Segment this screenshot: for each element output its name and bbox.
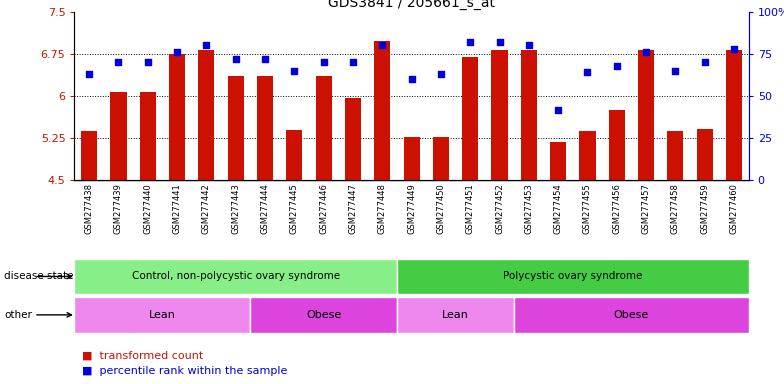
Bar bbox=[543, 180, 573, 182]
Bar bbox=[374, 41, 390, 180]
Bar bbox=[631, 180, 661, 182]
Bar bbox=[726, 50, 742, 180]
Bar bbox=[316, 76, 332, 180]
Bar bbox=[608, 110, 625, 180]
Bar bbox=[250, 297, 397, 333]
Point bbox=[405, 76, 418, 82]
Bar bbox=[169, 54, 185, 180]
Point bbox=[230, 56, 242, 62]
Point bbox=[112, 59, 125, 65]
Title: GDS3841 / 205661_s_at: GDS3841 / 205661_s_at bbox=[328, 0, 495, 10]
Point bbox=[670, 68, 682, 74]
Bar bbox=[368, 180, 397, 182]
Point bbox=[493, 39, 506, 45]
Point bbox=[200, 42, 212, 48]
Bar bbox=[602, 180, 631, 182]
Point bbox=[347, 59, 359, 65]
Bar bbox=[521, 50, 537, 180]
Bar bbox=[74, 259, 397, 294]
Bar bbox=[103, 180, 133, 182]
Bar bbox=[257, 76, 273, 180]
Bar bbox=[345, 98, 361, 180]
Bar bbox=[661, 180, 690, 182]
Text: ■  percentile rank within the sample: ■ percentile rank within the sample bbox=[82, 366, 288, 376]
Bar bbox=[221, 180, 250, 182]
Point bbox=[318, 59, 330, 65]
Point bbox=[464, 39, 477, 45]
Bar bbox=[550, 142, 566, 180]
Bar bbox=[456, 180, 485, 182]
Bar bbox=[514, 180, 543, 182]
Bar bbox=[462, 56, 478, 180]
Point bbox=[699, 59, 711, 65]
Text: other: other bbox=[4, 310, 32, 320]
Bar bbox=[397, 180, 426, 182]
Point bbox=[288, 68, 300, 74]
Bar bbox=[697, 129, 713, 180]
Point bbox=[581, 69, 593, 75]
Text: Polycystic ovary syndrome: Polycystic ovary syndrome bbox=[503, 271, 643, 281]
Point bbox=[376, 42, 389, 48]
Bar bbox=[74, 180, 103, 182]
Point bbox=[611, 63, 623, 69]
Bar bbox=[404, 137, 419, 180]
Bar bbox=[433, 137, 449, 180]
Bar bbox=[133, 180, 162, 182]
Point bbox=[523, 42, 535, 48]
Bar bbox=[667, 131, 684, 180]
Bar bbox=[492, 50, 507, 180]
Bar bbox=[573, 180, 602, 182]
Point bbox=[171, 49, 183, 55]
Bar bbox=[514, 297, 749, 333]
Bar bbox=[162, 180, 192, 182]
Point bbox=[640, 49, 652, 55]
Text: Control, non-polycystic ovary syndrome: Control, non-polycystic ovary syndrome bbox=[132, 271, 339, 281]
Bar bbox=[397, 259, 749, 294]
Point bbox=[259, 56, 271, 62]
Text: disease state: disease state bbox=[4, 271, 74, 281]
Bar bbox=[426, 180, 456, 182]
Bar bbox=[111, 92, 126, 180]
Bar bbox=[140, 92, 156, 180]
Point bbox=[552, 106, 564, 113]
Text: Obese: Obese bbox=[614, 310, 649, 320]
Bar bbox=[286, 130, 303, 180]
Bar bbox=[690, 180, 720, 182]
Text: Lean: Lean bbox=[442, 310, 469, 320]
Bar bbox=[485, 180, 514, 182]
Bar bbox=[227, 76, 244, 180]
Text: ■  transformed count: ■ transformed count bbox=[82, 350, 204, 360]
Text: Obese: Obese bbox=[306, 310, 341, 320]
Bar bbox=[309, 180, 339, 182]
Bar bbox=[81, 131, 97, 180]
Point bbox=[728, 46, 740, 52]
Bar bbox=[638, 50, 654, 180]
Bar bbox=[339, 180, 368, 182]
Bar bbox=[198, 50, 215, 180]
Bar bbox=[74, 297, 250, 333]
Text: Lean: Lean bbox=[149, 310, 176, 320]
Bar bbox=[579, 131, 596, 180]
Bar bbox=[250, 180, 280, 182]
Bar bbox=[280, 180, 309, 182]
Point bbox=[83, 71, 96, 77]
Bar bbox=[720, 180, 749, 182]
Point bbox=[141, 59, 154, 65]
Point bbox=[434, 71, 447, 77]
Bar bbox=[192, 180, 221, 182]
Bar bbox=[397, 297, 514, 333]
